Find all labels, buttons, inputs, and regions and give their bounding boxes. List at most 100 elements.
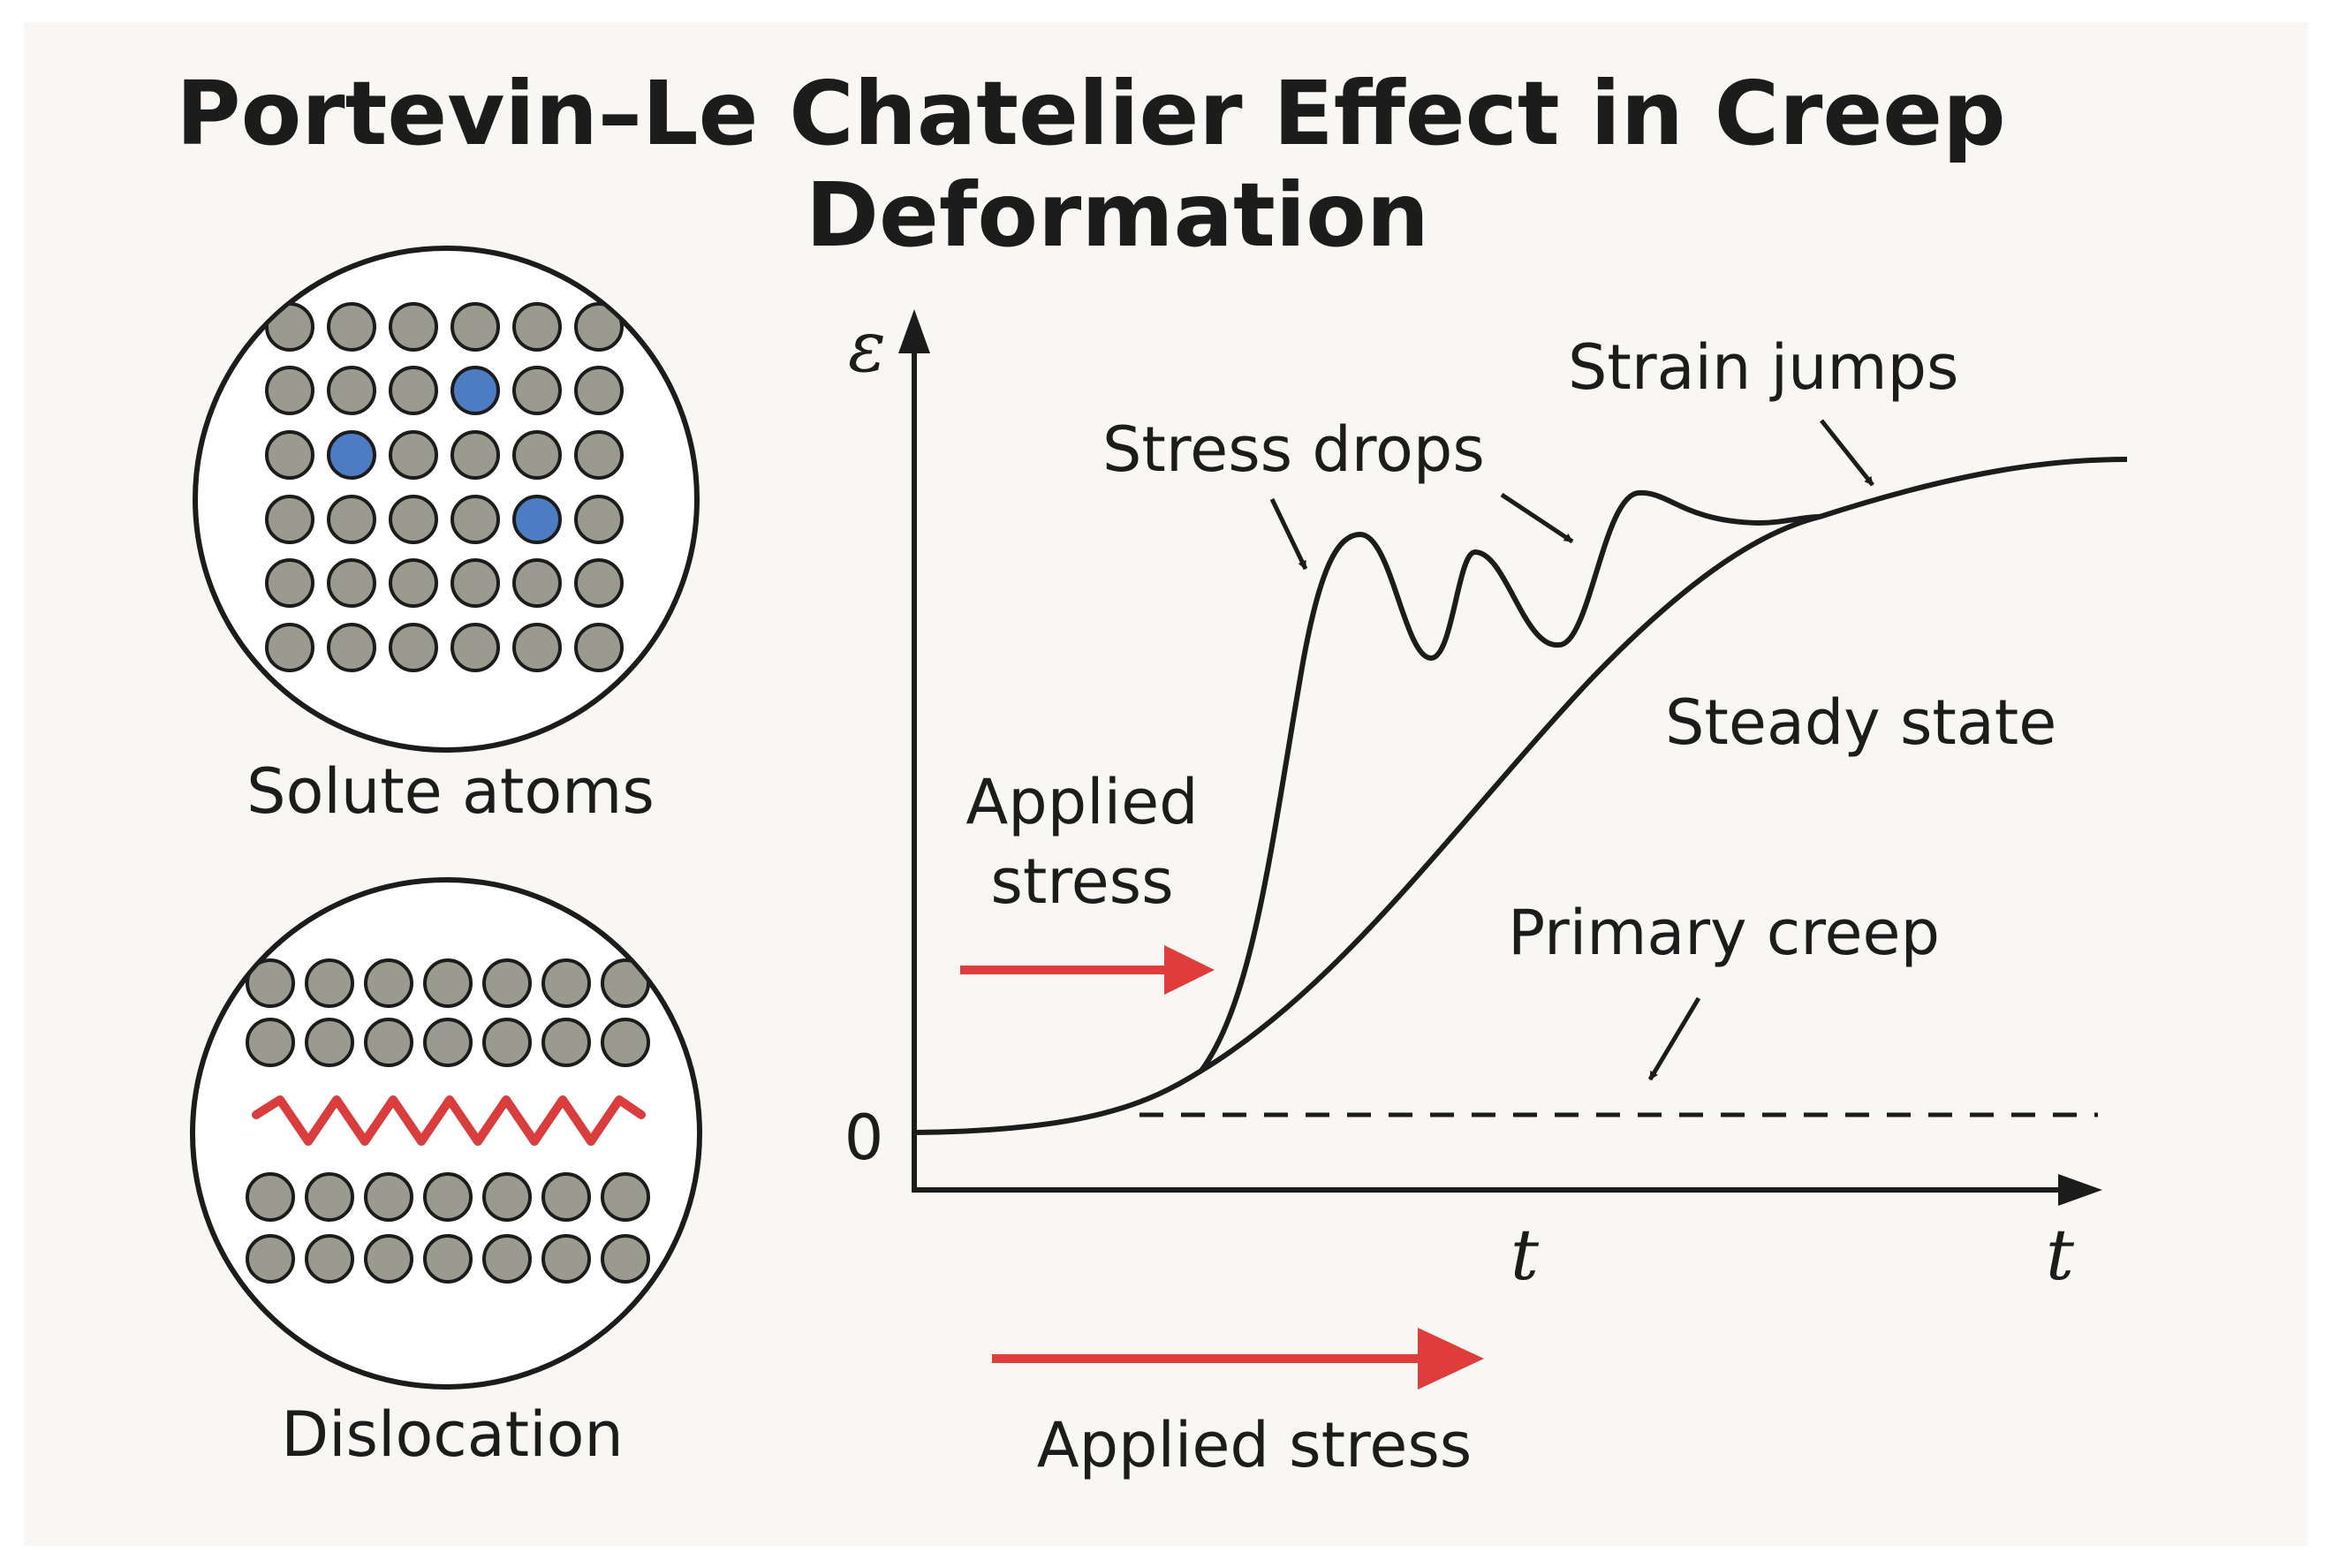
matrix-atom (305, 1018, 354, 1067)
applied-stress-arrow-graph-head (1164, 945, 1215, 995)
matrix-atom (364, 1234, 413, 1284)
steady-state-label: Steady state (1665, 686, 2056, 759)
matrix-atom (423, 1172, 473, 1222)
matrix-atom (423, 958, 473, 1008)
matrix-atom (482, 1172, 532, 1222)
title-line-2: Deformation (806, 163, 1429, 267)
matrix-atom (574, 430, 624, 480)
matrix-atom (450, 495, 500, 544)
matrix-atom (423, 1234, 473, 1284)
matrix-atom (389, 623, 438, 672)
title-line-1: Portevin–Le Chatelier Effect in Creep (176, 62, 2005, 165)
matrix-atom (450, 430, 500, 480)
matrix-atom (574, 558, 624, 608)
matrix-atom (389, 495, 438, 544)
matrix-atom (327, 558, 376, 608)
solute-atom (327, 430, 376, 480)
matrix-atom (512, 623, 562, 672)
applied-stress-graph-label-line-2: stress (990, 845, 1173, 918)
matrix-atom (327, 495, 376, 544)
matrix-atom (601, 958, 650, 1008)
solute-inset-border (193, 246, 700, 753)
x-axis-symbol: t (2046, 1214, 2075, 1296)
serrated-plc-curve (1199, 489, 1821, 1072)
matrix-atom (541, 958, 591, 1008)
stress-drops-arrow-2 (1500, 492, 1574, 544)
matrix-atom (482, 1018, 532, 1067)
matrix-atom (574, 623, 624, 672)
matrix-atom (601, 1018, 650, 1067)
matrix-atom (305, 1234, 354, 1284)
matrix-atom (450, 623, 500, 672)
matrix-atom (541, 1172, 591, 1222)
applied-stress-arrow-bottom-head (1418, 1328, 1484, 1390)
matrix-atom (265, 302, 314, 352)
matrix-atom (423, 1018, 473, 1067)
matrix-atom (246, 1234, 295, 1284)
matrix-atom (389, 302, 438, 352)
atom-lattice (265, 302, 624, 672)
strain-jumps-label: Strain jumps (1568, 331, 1959, 404)
x-axis-arrowhead (2058, 1174, 2102, 1206)
matrix-atom (541, 1018, 591, 1067)
matrix-atom (265, 430, 314, 480)
applied-stress-arrow-bottom (992, 1328, 1484, 1390)
matrix-atom (389, 366, 438, 415)
dislocation-atom-lattice (246, 958, 650, 1284)
matrix-atom (246, 1172, 295, 1222)
matrix-atom (265, 366, 314, 415)
matrix-atom (265, 558, 314, 608)
dislocation-inset-border (190, 877, 702, 1390)
dislocation-line (252, 1095, 646, 1146)
matrix-atom (389, 430, 438, 480)
matrix-atom (450, 558, 500, 608)
applied-stress-graph-label-line-1: Applied (965, 766, 1198, 838)
stress-drops-label: Stress drops (1102, 413, 1485, 486)
matrix-atom (327, 623, 376, 672)
y-axis-arrowhead (898, 309, 930, 353)
solute-atoms-label: Solute atoms (246, 755, 655, 828)
matrix-atom (305, 1172, 354, 1222)
matrix-atom (482, 1234, 532, 1284)
matrix-atom (364, 958, 413, 1008)
matrix-atom (601, 1234, 650, 1284)
dislocation-label: Dislocation (281, 1398, 624, 1471)
solute-atom (450, 366, 500, 415)
y-axis-symbol: ε (848, 306, 886, 388)
steady-creep-curve (913, 457, 2128, 1135)
matrix-atom (541, 1234, 591, 1284)
solute-atoms-inset (193, 246, 700, 753)
matrix-atom (482, 958, 532, 1008)
matrix-atom (327, 302, 376, 352)
applied-stress-bottom-label: Applied stress (1037, 1409, 1473, 1481)
matrix-atom (305, 958, 354, 1008)
matrix-atom (601, 1172, 650, 1222)
matrix-atom (512, 558, 562, 608)
matrix-atom (246, 1018, 295, 1067)
matrix-atom (512, 430, 562, 480)
matrix-atom (574, 495, 624, 544)
primary-creep-label: Primary creep (1508, 897, 1940, 969)
origin-label: 0 (844, 1102, 884, 1174)
strain-jumps-arrow (1820, 419, 1874, 487)
matrix-atom (574, 302, 624, 352)
matrix-atom (364, 1172, 413, 1222)
matrix-atom (265, 495, 314, 544)
matrix-atom (265, 623, 314, 672)
dislocation-inset (190, 877, 702, 1390)
matrix-atom (512, 302, 562, 352)
x-tick-label: t (1510, 1214, 1540, 1296)
matrix-atom (450, 302, 500, 352)
stress-drops-arrow-1 (1269, 497, 1308, 571)
matrix-atom (574, 366, 624, 415)
applied-stress-arrow-graph (960, 945, 1215, 995)
primary-creep-arrow (1647, 996, 1701, 1081)
graph-axes (898, 309, 2102, 1206)
matrix-atom (327, 366, 376, 415)
matrix-atom (246, 958, 295, 1008)
matrix-atom (389, 558, 438, 608)
matrix-atom (512, 366, 562, 415)
matrix-atom (364, 1018, 413, 1067)
solute-atom (512, 495, 562, 544)
